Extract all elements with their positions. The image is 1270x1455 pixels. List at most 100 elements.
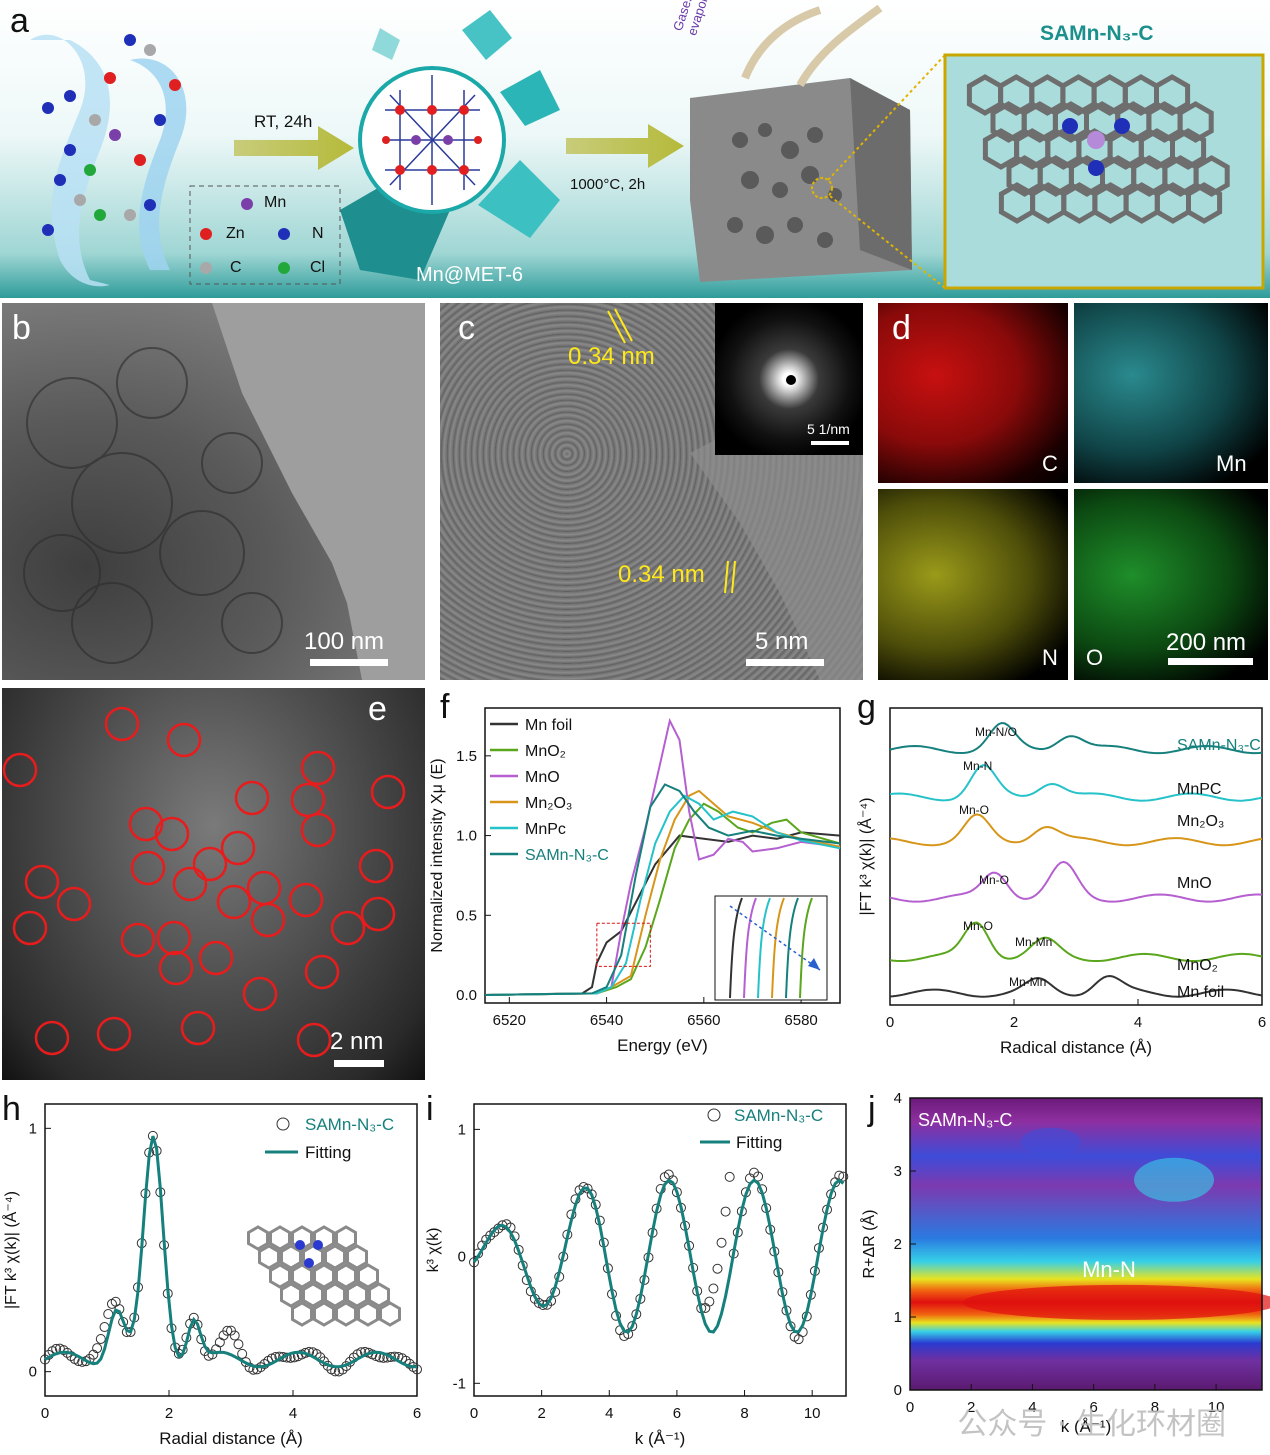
legend-label: MnO bbox=[525, 769, 560, 786]
peak-annotation: Mn-N bbox=[963, 759, 992, 773]
single-atom-marker bbox=[288, 882, 324, 918]
map-label-c: C bbox=[1042, 451, 1058, 476]
n-atom bbox=[313, 1240, 323, 1250]
legend-marker bbox=[707, 1108, 721, 1122]
gas-plume bbox=[741, 4, 883, 88]
legend-label: MnPc bbox=[525, 821, 566, 838]
legend-n: N bbox=[312, 225, 324, 242]
scalebar bbox=[310, 659, 388, 666]
single-atom-marker bbox=[128, 806, 164, 842]
panel-label: f bbox=[440, 688, 450, 726]
plot-frame bbox=[473, 1103, 847, 1397]
hex-ring bbox=[291, 1301, 313, 1327]
data-point bbox=[469, 1257, 479, 1268]
x-tick-label: 6 bbox=[673, 1405, 681, 1422]
data-point bbox=[58, 1345, 69, 1356]
data-point bbox=[627, 1321, 638, 1332]
exafs-line-MnPC bbox=[889, 764, 1263, 802]
map-label-o: O bbox=[1086, 645, 1104, 670]
mof-nodes bbox=[382, 105, 482, 175]
zoom-box bbox=[596, 922, 651, 967]
panel-label: d bbox=[892, 309, 911, 347]
x-axis-label: Radial distance (Å) bbox=[159, 1429, 303, 1448]
map-c bbox=[878, 303, 1068, 483]
hex-ring bbox=[280, 1282, 302, 1308]
scalebar bbox=[1168, 658, 1253, 665]
series-label: MnPC bbox=[1177, 781, 1221, 798]
arrow-icon bbox=[234, 126, 354, 170]
ligand-molecules bbox=[42, 34, 181, 236]
panel-a-scheme bbox=[0, 0, 1270, 298]
y-tick-label: 0 bbox=[29, 1364, 37, 1381]
inset-line bbox=[743, 897, 757, 999]
y-axis-label: |FT k³ χ(k)| (Å⁻⁴) bbox=[856, 798, 875, 916]
hex-ring bbox=[258, 1244, 280, 1270]
crystal-shape bbox=[500, 70, 560, 126]
hex-ring bbox=[1154, 74, 1191, 116]
chart-title: SAMn-N₃-C bbox=[918, 1110, 1012, 1130]
x-tick-label: 4 bbox=[605, 1405, 613, 1422]
inset-line bbox=[785, 897, 799, 999]
step2-label: 1000°C, 2h bbox=[570, 176, 646, 193]
data-point bbox=[229, 1330, 240, 1341]
zoom-line bbox=[827, 54, 946, 181]
xanes-line-MnO₂ bbox=[484, 802, 841, 996]
hex-ring bbox=[379, 1301, 401, 1327]
x-tick-label: 6580 bbox=[784, 1012, 817, 1029]
legend-label: Fitting bbox=[736, 1133, 782, 1152]
single-atom-marker bbox=[172, 866, 208, 902]
x-tick-label: 10 bbox=[1208, 1399, 1225, 1416]
crystal-shape bbox=[372, 28, 400, 60]
legend-box bbox=[189, 185, 341, 285]
panel-label: e bbox=[368, 690, 387, 728]
panel-label: g bbox=[857, 688, 876, 726]
hex-ring bbox=[368, 1282, 390, 1308]
scalebar-label: 200 nm bbox=[1166, 629, 1247, 656]
y-axis-label: Normalized intensity Xμ (E) bbox=[430, 758, 446, 952]
legend-label: SAMn-N₃-C bbox=[734, 1106, 823, 1125]
single-atom-marker bbox=[300, 750, 336, 786]
hex-ring bbox=[291, 1263, 313, 1289]
x-tick-label: 0 bbox=[886, 1014, 894, 1031]
n3-site bbox=[1062, 118, 1130, 176]
single-atom-marker bbox=[360, 896, 396, 932]
data-point bbox=[385, 1352, 396, 1363]
peak-annotation: Mn-O bbox=[979, 873, 1009, 887]
panel-label: c bbox=[458, 309, 475, 347]
xanes-line-MnO bbox=[484, 717, 841, 996]
ribbon-shape bbox=[30, 34, 110, 287]
single-atom-marker bbox=[158, 950, 194, 986]
inset-scalebar bbox=[811, 441, 849, 445]
ft-exafs-chart: 0 2 4 6 Radical distance (Å) |FT k³ χ(k)| (Å⁻… bbox=[856, 707, 1266, 1057]
data-point bbox=[99, 1322, 110, 1333]
fit-line bbox=[472, 1178, 845, 1334]
data-point bbox=[724, 1171, 735, 1182]
y-tick-label: 0 bbox=[894, 1382, 902, 1399]
data-point bbox=[716, 1237, 727, 1248]
series-label: MnO₂ bbox=[1177, 957, 1218, 974]
plot-frame bbox=[44, 1103, 418, 1397]
inset-structure bbox=[247, 1225, 401, 1327]
hex-ring bbox=[302, 1282, 324, 1308]
crystal-shape bbox=[478, 160, 560, 238]
exafs-line-SAMn-N₃-C bbox=[889, 721, 1263, 755]
single-atom-marker bbox=[56, 886, 92, 922]
arrow-icon bbox=[808, 958, 820, 970]
data-point bbox=[214, 1337, 225, 1348]
x-tick-label: 6540 bbox=[590, 1012, 623, 1029]
data-point bbox=[233, 1339, 244, 1350]
xanes-line-SAMn-N₃-C bbox=[484, 783, 841, 996]
panel-j-wavelet: 0 2 4 6 8 10 0 1 2 3 4 k (Å⁻¹) R+ΔR (Å) SAMn-N₃-C Mn-N… bbox=[858, 1088, 1270, 1455]
peak-annotation: Mn-O bbox=[959, 803, 989, 817]
single-atom-marker bbox=[220, 830, 256, 866]
x-tick-label: 4 bbox=[1028, 1399, 1036, 1416]
panel-label: a bbox=[10, 2, 29, 40]
panel-i-fitting-k: 0 2 4 6 8 10 -1 0 1 k (Å⁻¹) k³ χ(k) SAMn-N₃-C Fittin… bbox=[422, 1088, 862, 1455]
panel-e-haadf-image: e 2 nm bbox=[2, 688, 425, 1080]
single-atom-marker bbox=[154, 816, 190, 852]
single-atom-marker bbox=[12, 910, 48, 946]
panel-label: b bbox=[12, 309, 31, 347]
data-point bbox=[838, 1171, 849, 1182]
hex-ring bbox=[313, 1225, 335, 1251]
single-atom-marker bbox=[246, 870, 282, 906]
